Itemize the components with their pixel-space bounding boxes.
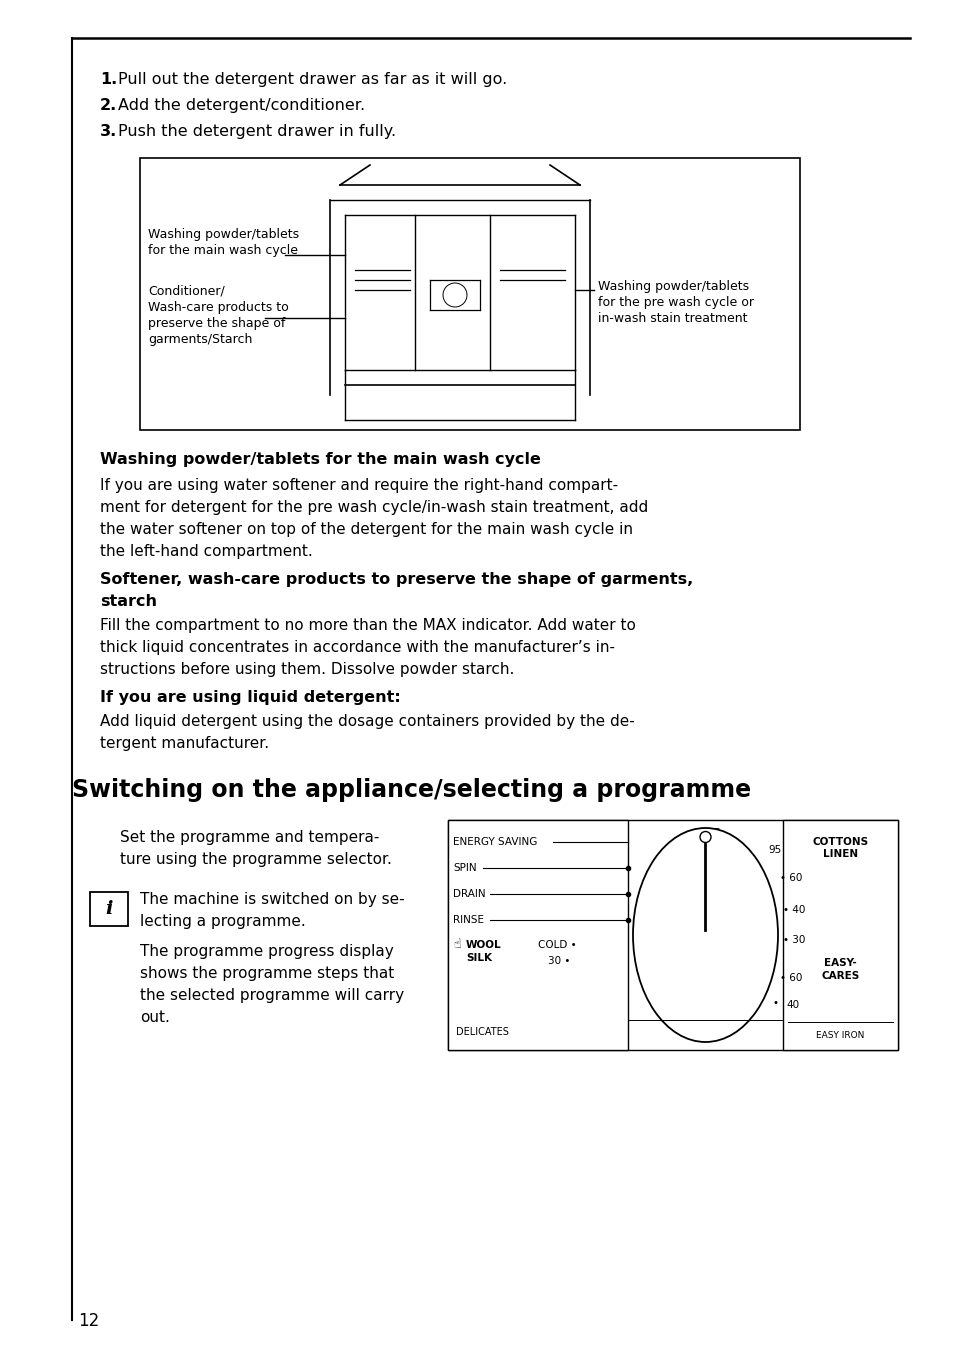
Text: Push the detergent drawer in fully.: Push the detergent drawer in fully. [118, 124, 395, 139]
Text: in-wash stain treatment: in-wash stain treatment [598, 312, 747, 324]
Text: 12: 12 [78, 1311, 99, 1330]
Bar [448, 821, 897, 1051]
Text: 3.: 3. [100, 124, 117, 139]
Circle shape [442, 283, 467, 307]
Text: Fill the compartment to no more than the MAX indicator. Add water to: Fill the compartment to no more than the… [100, 618, 636, 633]
Text: SILK: SILK [465, 953, 492, 963]
Text: RINSE: RINSE [453, 915, 483, 925]
Text: • 60: • 60 [780, 973, 801, 983]
Text: preserve the shape of: preserve the shape of [148, 316, 285, 330]
Text: Add the detergent/conditioner.: Add the detergent/conditioner. [118, 97, 365, 114]
Text: Washing powder/tablets for the main wash cycle: Washing powder/tablets for the main wash… [100, 452, 540, 466]
Circle shape [700, 831, 710, 842]
Text: • 40: • 40 [782, 904, 804, 915]
Text: Conditioner/: Conditioner/ [148, 285, 225, 297]
Text: the water softener on top of the detergent for the main wash cycle in: the water softener on top of the deterge… [100, 522, 633, 537]
Text: EASY-: EASY- [823, 957, 856, 968]
Text: ☝: ☝ [453, 938, 460, 952]
Text: Washing powder/tablets: Washing powder/tablets [598, 280, 748, 293]
Text: OFF: OFF [700, 827, 720, 838]
Text: If you are using water softener and require the right-hand compart-: If you are using water softener and requ… [100, 479, 618, 493]
Text: The programme progress display: The programme progress display [140, 944, 394, 959]
Text: DELICATES: DELICATES [456, 1028, 508, 1037]
Text: LINEN: LINEN [822, 849, 857, 859]
Text: 30: 30 [668, 1019, 681, 1030]
Text: thick liquid concentrates in accordance with the manufacturer’s in-: thick liquid concentrates in accordance … [100, 639, 615, 654]
Text: 30 •: 30 • [547, 956, 570, 965]
Text: for the main wash cycle: for the main wash cycle [148, 243, 297, 257]
Text: WOOL: WOOL [465, 940, 501, 950]
Text: for the pre wash cycle or: for the pre wash cycle or [598, 296, 753, 310]
Bar [90, 892, 128, 926]
Text: SPIN: SPIN [453, 863, 476, 873]
Text: ment for detergent for the pre wash cycle/in-wash stain treatment, add: ment for detergent for the pre wash cycl… [100, 500, 648, 515]
Text: Switching on the appliance/selecting a programme: Switching on the appliance/selecting a p… [71, 777, 750, 802]
Text: Pull out the detergent drawer as far as it will go.: Pull out the detergent drawer as far as … [118, 72, 507, 87]
Text: COTTONS: COTTONS [812, 837, 867, 846]
Text: starch: starch [100, 594, 157, 608]
Bar [782, 821, 897, 1051]
Text: structions before using them. Dissolve powder starch.: structions before using them. Dissolve p… [100, 662, 514, 677]
Text: If you are using liquid detergent:: If you are using liquid detergent: [100, 690, 400, 704]
Bar [140, 158, 800, 430]
Text: i: i [105, 900, 112, 918]
Text: 95: 95 [767, 845, 781, 854]
Text: The machine is switched on by se-: The machine is switched on by se- [140, 892, 404, 907]
Text: Softener, wash-care products to preserve the shape of garments,: Softener, wash-care products to preserve… [100, 572, 693, 587]
Text: ture using the programme selector.: ture using the programme selector. [120, 852, 392, 867]
Text: • 30: • 30 [782, 936, 804, 945]
Text: DRAIN: DRAIN [453, 890, 485, 899]
Text: the selected programme will carry: the selected programme will carry [140, 988, 404, 1003]
Text: 40: 40 [688, 1030, 701, 1040]
Text: 40: 40 [719, 1019, 731, 1030]
Text: 2.: 2. [100, 97, 117, 114]
Ellipse shape [633, 827, 778, 1042]
Text: 1.: 1. [100, 72, 117, 87]
Text: lecting a programme.: lecting a programme. [140, 914, 305, 929]
Text: garments/Starch: garments/Starch [148, 333, 253, 346]
Text: ENERGY SAVING: ENERGY SAVING [453, 837, 537, 846]
Text: tergent manufacturer.: tergent manufacturer. [100, 735, 269, 750]
Text: out.: out. [140, 1010, 170, 1025]
Text: COLD •: COLD • [537, 940, 576, 950]
Text: Washing powder/tablets: Washing powder/tablets [148, 228, 299, 241]
Text: Wash-care products to: Wash-care products to [148, 301, 289, 314]
Text: Add liquid detergent using the dosage containers provided by the de-: Add liquid detergent using the dosage co… [100, 714, 634, 729]
Bar [448, 821, 627, 1051]
Text: the left-hand compartment.: the left-hand compartment. [100, 544, 313, 558]
Text: 40: 40 [785, 1000, 799, 1010]
Text: shows the programme steps that: shows the programme steps that [140, 965, 394, 982]
Text: Set the programme and tempera-: Set the programme and tempera- [120, 830, 379, 845]
Text: •: • [772, 998, 779, 1009]
Text: EASY IRON: EASY IRON [816, 1030, 863, 1040]
Text: • 60: • 60 [780, 873, 801, 883]
Text: CARES: CARES [821, 971, 859, 980]
